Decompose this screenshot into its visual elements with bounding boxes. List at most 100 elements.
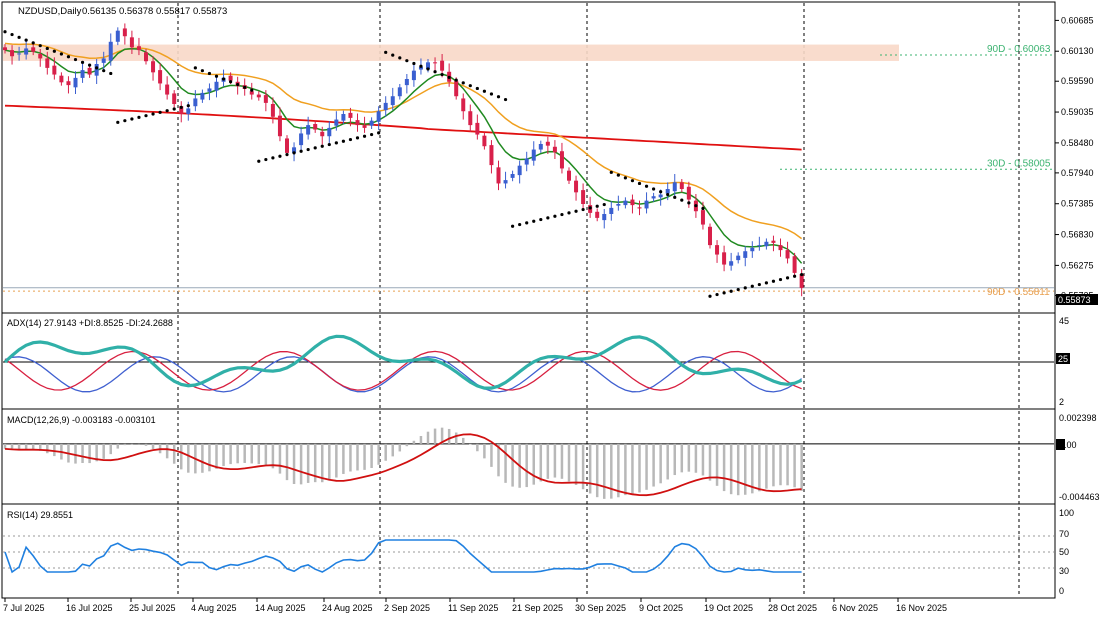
psar-dot: [391, 53, 395, 57]
candle-body: [644, 200, 649, 209]
candle-body: [3, 47, 7, 51]
psar-dot: [553, 214, 557, 218]
rsi-panel[interactable]: [1, 503, 1056, 599]
candle-body: [186, 108, 191, 114]
psar-dot: [257, 159, 261, 163]
candle-body: [390, 96, 395, 106]
psar-dot: [510, 224, 515, 228]
candle-body: [263, 95, 268, 103]
psar-dot: [31, 41, 35, 45]
candle-body: [270, 104, 275, 117]
plus-di-line: [4, 356, 802, 393]
candle-body: [559, 151, 564, 169]
candle-body: [10, 50, 15, 57]
psar-dot: [207, 71, 212, 76]
symbol-label: NZDUSD,Daily: [18, 6, 82, 17]
candle-body: [376, 111, 381, 122]
candle-body: [306, 125, 311, 135]
psar-dot: [102, 69, 106, 73]
candle-body: [179, 106, 184, 114]
psar-dot: [200, 69, 204, 73]
date-axis-label: 21 Sep 2025: [512, 603, 563, 613]
rsi-label: RSI(14) 29.8551: [7, 510, 73, 520]
candle-body: [38, 54, 43, 59]
psar-dot: [496, 95, 501, 99]
psar-dot: [137, 115, 141, 119]
psar-dot: [355, 136, 360, 140]
candle-body: [616, 204, 621, 206]
candle-body: [468, 111, 473, 126]
psar-dot: [348, 137, 353, 142]
psar-dot: [426, 67, 430, 71]
candle-body: [552, 146, 557, 153]
psar-dot: [384, 50, 388, 54]
candle-body: [799, 274, 804, 288]
adx-axis-45: 45: [1059, 316, 1069, 326]
psar-dot: [623, 176, 628, 180]
rsi-axis-50: 50: [1059, 547, 1069, 557]
candle-body: [651, 196, 656, 199]
date-axis-label: 9 Oct 2025: [639, 603, 683, 613]
psar-dot: [299, 149, 303, 153]
psar-dot: [186, 104, 190, 108]
date-axis-label: 19 Oct 2025: [704, 603, 753, 613]
candle-body: [256, 94, 261, 98]
psar-dot: [221, 77, 226, 81]
psar-dot: [659, 190, 663, 194]
adx-line: [3, 334, 803, 390]
candle-body: [31, 47, 36, 52]
psar-dot: [80, 60, 85, 64]
psar-dot: [757, 282, 761, 287]
psar-dot: [750, 284, 754, 288]
candle-body: [792, 256, 797, 273]
psar-dot: [722, 291, 726, 295]
candle-body: [454, 80, 459, 97]
psar-dot: [250, 88, 254, 92]
candle-body: [764, 241, 769, 247]
candle-body: [80, 70, 85, 78]
psar-dot: [243, 85, 247, 89]
candle-body: [158, 70, 163, 84]
psar-dot: [532, 219, 536, 223]
psar-dot: [229, 80, 233, 84]
psar-dot: [546, 216, 550, 220]
candle-body: [292, 147, 297, 153]
rsi-axis-0: 0: [1059, 586, 1064, 596]
price-axis-label: 0.57940: [1061, 168, 1094, 178]
psar-dot: [38, 44, 42, 48]
macd-label: MACD(12,26,9) -0.003183 -0.003101: [7, 415, 156, 425]
candle-body: [778, 245, 783, 251]
candle-body: [101, 58, 106, 63]
psar-dot: [172, 107, 176, 111]
macd-axis-top: 0.002398: [1059, 413, 1097, 423]
psar-dot: [109, 71, 113, 76]
candle-body: [299, 133, 304, 146]
candle-body: [327, 127, 332, 137]
price-axis-label: 0.56275: [1061, 260, 1094, 270]
resistance-zone: [3, 44, 899, 61]
psar-dot: [433, 70, 437, 74]
candle-body: [87, 67, 92, 75]
psar-dot: [793, 274, 797, 278]
candle-body: [418, 66, 423, 70]
current-price-tag: [1056, 294, 1098, 305]
candle-body: [17, 53, 22, 55]
psar-dot: [673, 195, 677, 199]
candle-body: [771, 240, 776, 243]
psar-dot: [370, 132, 374, 137]
candle-body: [214, 81, 219, 91]
date-axis-label: 30 Sep 2025: [575, 603, 626, 613]
candle-body: [574, 180, 579, 193]
candle-body: [334, 119, 339, 126]
macd-panel[interactable]: [1, 408, 1056, 505]
psar-dot: [694, 204, 698, 208]
psar-dot: [285, 152, 289, 157]
psar-dot: [468, 84, 472, 88]
candle-body: [567, 170, 571, 181]
candle-body: [165, 84, 170, 95]
psar-dot: [45, 46, 49, 51]
psar-dot: [313, 146, 317, 150]
date-axis-label: 25 Jul 2025: [129, 603, 176, 613]
psar-dot: [574, 209, 578, 213]
